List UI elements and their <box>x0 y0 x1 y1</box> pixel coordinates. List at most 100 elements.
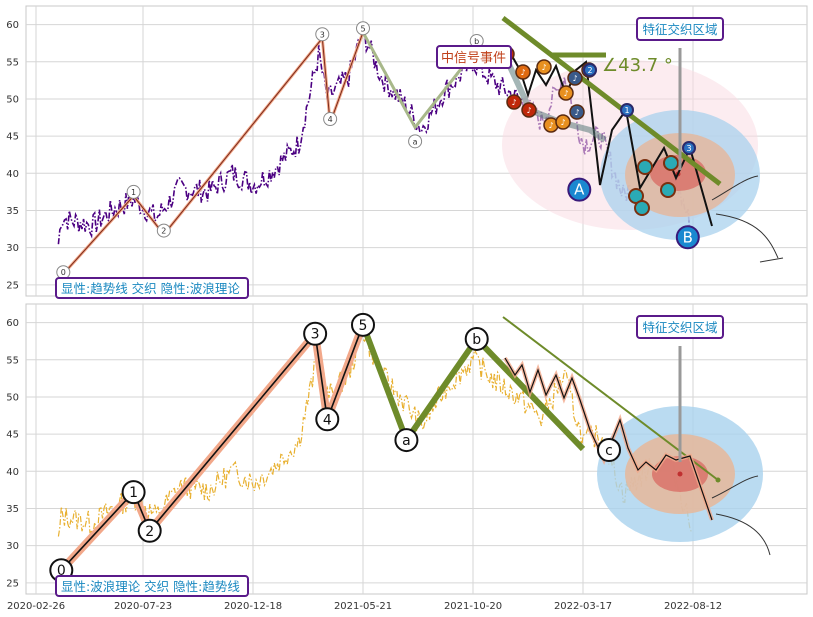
wave-point-circle <box>323 112 338 127</box>
wave-point-label: 4 <box>323 412 332 428</box>
big-wave-label: A <box>574 181 585 199</box>
angle-label: ∠43.7 ° <box>602 55 673 76</box>
wave-point-circle <box>315 407 340 432</box>
teal-marker <box>637 159 653 175</box>
big-wave-circle <box>675 225 700 250</box>
wave-point-label: 0 <box>61 268 66 277</box>
forecast-curve-up <box>711 475 759 499</box>
y-tick-label: 35 <box>6 504 19 515</box>
event-marker <box>506 94 522 110</box>
y-tick-label: 60 <box>6 318 19 329</box>
big-wave-circle <box>567 177 592 202</box>
y-tick-label: 50 <box>6 392 19 403</box>
event-marker <box>521 102 537 118</box>
y-tick-label: 40 <box>6 467 19 478</box>
wave-point-circle <box>464 326 489 351</box>
event-marker <box>536 59 552 75</box>
wave-point-circle <box>408 134 423 149</box>
impulse-line <box>60 324 364 571</box>
panel-label-box <box>55 277 249 299</box>
x-tick-label: 2021-10-20 <box>444 601 502 612</box>
y-tick-label: 45 <box>6 132 19 143</box>
event-marker <box>558 85 574 101</box>
teal-marker <box>634 200 650 216</box>
forecast-tick <box>759 257 784 263</box>
x-tick-label: 2020-12-18 <box>224 601 282 612</box>
y-tick-label: 35 <box>6 206 19 217</box>
wave-point-circle <box>356 21 370 36</box>
x-tick-label: 2021-05-21 <box>334 601 392 612</box>
teal-marker <box>660 182 676 198</box>
panel-label-box <box>55 575 249 597</box>
y-tick-label: 25 <box>6 578 19 589</box>
wave-point-label: b <box>472 332 481 348</box>
blue-marker-label: 2 <box>587 66 592 75</box>
forecast-curve-up <box>711 175 759 201</box>
wave-point-circle <box>156 223 171 238</box>
wave-point-label: 5 <box>360 24 365 33</box>
wave-point-label: 2 <box>145 524 154 540</box>
x-tick-label: 2022-08-12 <box>664 601 722 612</box>
trendline-upper <box>502 316 719 481</box>
x-tick-label: 2022-03-17 <box>554 601 612 612</box>
event-box-label: 中信号事件 <box>441 51 506 66</box>
y-tick-label: 60 <box>6 20 19 31</box>
wave-point-label: 2 <box>161 227 166 236</box>
wave-point-circle <box>394 428 419 453</box>
wave-point-circle <box>351 312 375 337</box>
y-tick-label: 30 <box>6 243 19 254</box>
wave-point-label: 1 <box>129 485 138 501</box>
correction-line <box>361 31 478 131</box>
blue-marker-label: 3 <box>686 144 691 153</box>
trendline-upper <box>501 16 722 186</box>
pattern-zigzag <box>504 357 713 521</box>
wave-point-label: c <box>605 443 613 459</box>
feature-region-box <box>636 315 724 339</box>
feature-region-box <box>636 17 724 41</box>
wave-point-circle <box>137 518 162 543</box>
event-box <box>436 45 512 69</box>
wave-point-label: a <box>402 433 411 449</box>
wave-point-label: 5 <box>359 318 368 334</box>
event-marker-glyph: ♪ <box>560 118 565 127</box>
impulse-line <box>60 32 364 277</box>
event-marker-glyph: ♪ <box>548 121 553 130</box>
blue-marker-label: 1 <box>624 106 629 115</box>
blue-marker <box>583 63 597 77</box>
x-tick-label: 2020-02-26 <box>7 601 65 612</box>
y-tick-label: 50 <box>6 94 19 105</box>
event-marker-glyph: ♪ <box>541 63 546 72</box>
wave-point-circle <box>121 480 146 505</box>
wave-point-label: a <box>413 137 418 146</box>
forecast-curve-down <box>715 213 779 259</box>
event-marker <box>555 114 571 130</box>
wave-point-circle <box>597 438 621 462</box>
y-tick-label: 25 <box>6 280 19 291</box>
event-marker-glyph: ♪ <box>511 98 516 107</box>
teal-marker <box>663 155 679 171</box>
event-marker-glyph: ♪ <box>563 89 568 98</box>
top-panel: 2530354045505560♪♪♪♪♪♪♪♪♪♪♪132012345abAB… <box>6 5 808 299</box>
panel-label: 显性:波浪理论 交织 隐性:趋势线 <box>61 579 240 594</box>
event-marker <box>515 64 531 80</box>
wave-point-label: 1 <box>131 188 136 197</box>
blue-marker <box>682 141 696 155</box>
event-marker-glyph: ♪ <box>572 74 577 83</box>
panel-label: 显性:趋势线 交织 隐性:波浪理论 <box>61 281 240 296</box>
event-marker-glyph: ♪ <box>520 68 525 77</box>
wave-point-circle <box>126 184 141 199</box>
blue-marker <box>620 103 634 117</box>
y-tick-label: 40 <box>6 169 19 180</box>
wave-point-circle <box>303 321 328 346</box>
wave-point-label: b <box>474 37 479 46</box>
feature-region-label: 特征交织区域 <box>642 22 717 37</box>
y-tick-label: 55 <box>6 355 19 366</box>
y-tick-label: 30 <box>6 541 19 552</box>
wave-point-label: 3 <box>320 30 325 39</box>
wave-point-label: 4 <box>328 115 333 124</box>
wave-point-label: 3 <box>311 327 320 343</box>
forecast-curve-down <box>715 513 771 556</box>
